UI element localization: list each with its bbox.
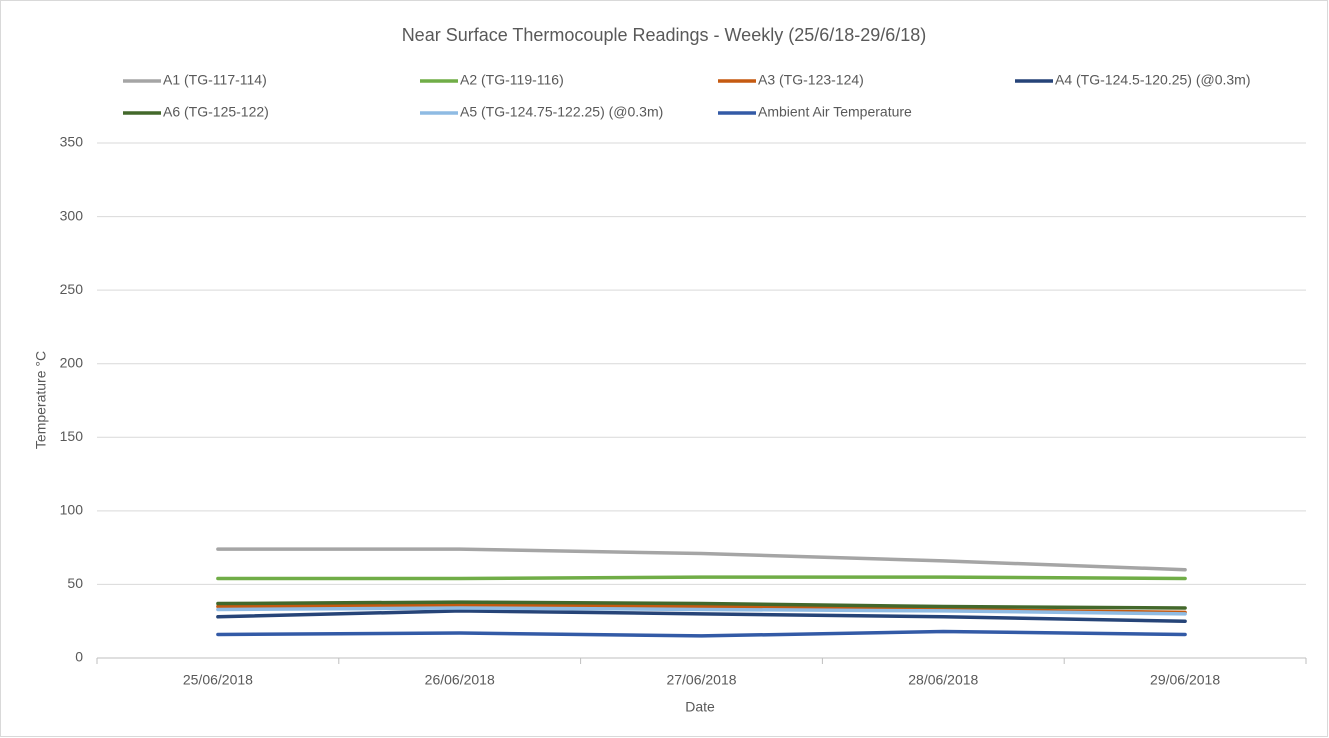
series-line xyxy=(216,547,1187,572)
series-line xyxy=(216,606,1187,616)
x-axis-label: Date xyxy=(685,699,715,715)
series-line xyxy=(216,600,1187,610)
y-tick-label: 350 xyxy=(60,134,84,150)
x-tick-label: 29/06/2018 xyxy=(1150,672,1220,688)
y-axis-label: Temperature °C xyxy=(33,351,49,449)
legend-label: A6 (TG-125-122) xyxy=(163,104,269,120)
y-tick-label: 150 xyxy=(60,428,84,444)
y-tick-label: 100 xyxy=(60,502,84,518)
y-tick-label: 200 xyxy=(60,354,84,370)
legend-label: A5 (TG-124.75-122.25) (@0.3m) xyxy=(460,104,663,120)
chart-title: Near Surface Thermocouple Readings - Wee… xyxy=(402,25,927,45)
y-tick-label: 250 xyxy=(60,281,84,297)
y-tick-label: 300 xyxy=(60,207,84,223)
x-tick-label: 25/06/2018 xyxy=(183,672,253,688)
series-line xyxy=(216,575,1187,581)
y-tick-label: 50 xyxy=(67,575,83,591)
series-line xyxy=(216,629,1187,638)
legend-label: A4 (TG-124.5-120.25) (@0.3m) xyxy=(1055,72,1251,88)
x-tick-label: 26/06/2018 xyxy=(425,672,495,688)
series-line xyxy=(216,609,1187,623)
y-tick-label: 0 xyxy=(75,649,83,665)
legend-label: A3 (TG-123-124) xyxy=(758,72,864,88)
legend-label: A2 (TG-119-116) xyxy=(460,72,564,88)
legend-label: A1 (TG-117-114) xyxy=(163,72,267,88)
x-tick-label: 27/06/2018 xyxy=(666,672,736,688)
x-tick-label: 28/06/2018 xyxy=(908,672,978,688)
legend-label: Ambient Air Temperature xyxy=(758,104,912,120)
